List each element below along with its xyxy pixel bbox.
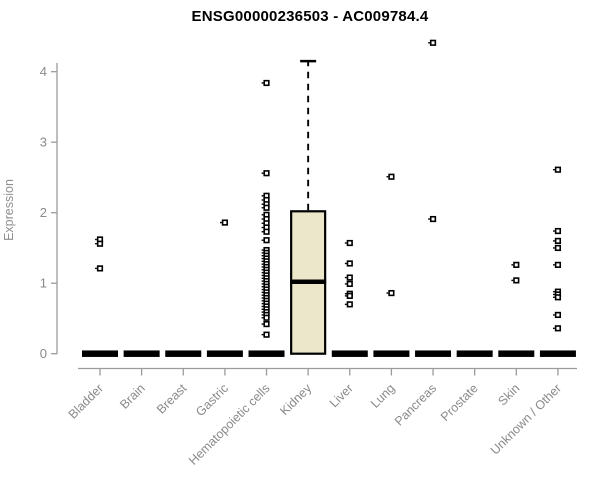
data-point xyxy=(554,261,562,268)
data-point xyxy=(429,215,437,223)
data-point xyxy=(346,292,353,299)
x-tick-label: Skin xyxy=(495,381,522,408)
y-tick-label: 2 xyxy=(40,205,47,220)
data-point xyxy=(388,173,395,180)
x-tick-label: Pancreas xyxy=(392,381,439,428)
data-point xyxy=(388,289,395,297)
x-tick-label: Bladder xyxy=(66,381,106,421)
zero-bar xyxy=(539,350,576,357)
x-tick-label: Prostate xyxy=(438,381,481,424)
data-point xyxy=(263,204,270,211)
data-point xyxy=(554,244,562,252)
data-point xyxy=(346,239,353,247)
data-point xyxy=(554,325,562,332)
zero-bar xyxy=(248,350,285,357)
x-tick-label: Brain xyxy=(117,381,148,412)
zero-bar xyxy=(456,350,493,357)
zero-bar xyxy=(373,350,410,357)
x-tick-label: Gastric xyxy=(193,381,231,419)
data-point xyxy=(221,219,228,226)
data-point xyxy=(263,331,270,338)
zero-bar xyxy=(82,350,118,357)
data-point xyxy=(554,237,562,245)
data-point xyxy=(554,294,562,301)
data-point xyxy=(346,274,353,281)
data-point xyxy=(96,240,104,247)
zero-bar xyxy=(331,350,368,357)
x-tick-label: Hematopoietic cells xyxy=(186,381,273,468)
data-point xyxy=(429,39,437,46)
x-tick-label: Lung xyxy=(368,381,398,411)
data-point xyxy=(346,301,353,308)
y-tick-label: 3 xyxy=(40,135,47,150)
data-point xyxy=(346,280,353,288)
zero-bar xyxy=(165,350,202,357)
x-tick-label: Unknown / Other xyxy=(488,381,564,457)
x-tick-label: Liver xyxy=(327,381,356,410)
data-point xyxy=(96,265,104,272)
zero-bar xyxy=(123,350,160,357)
y-tick-label: 0 xyxy=(40,346,47,361)
data-point xyxy=(263,228,270,235)
data-point xyxy=(263,314,270,321)
data-point xyxy=(513,261,520,268)
data-point xyxy=(513,277,520,284)
zero-bar xyxy=(415,350,452,357)
data-point xyxy=(263,237,270,244)
data-point xyxy=(263,79,270,87)
x-tick-label: Kidney xyxy=(277,381,314,418)
zero-bar xyxy=(498,350,535,357)
data-point xyxy=(263,320,270,328)
data-point xyxy=(554,227,562,235)
data-point xyxy=(263,170,270,177)
y-tick-label: 4 xyxy=(40,64,47,79)
data-point xyxy=(554,166,562,173)
data-point xyxy=(346,260,353,267)
x-tick-label: Breast xyxy=(154,381,190,417)
zero-bar xyxy=(206,350,243,357)
data-point xyxy=(554,311,562,319)
chart-title: ENSG00000236503 - AC009784.4 xyxy=(191,8,429,25)
y-tick-label: 1 xyxy=(40,276,47,291)
y-axis-label: Expression xyxy=(2,179,16,241)
